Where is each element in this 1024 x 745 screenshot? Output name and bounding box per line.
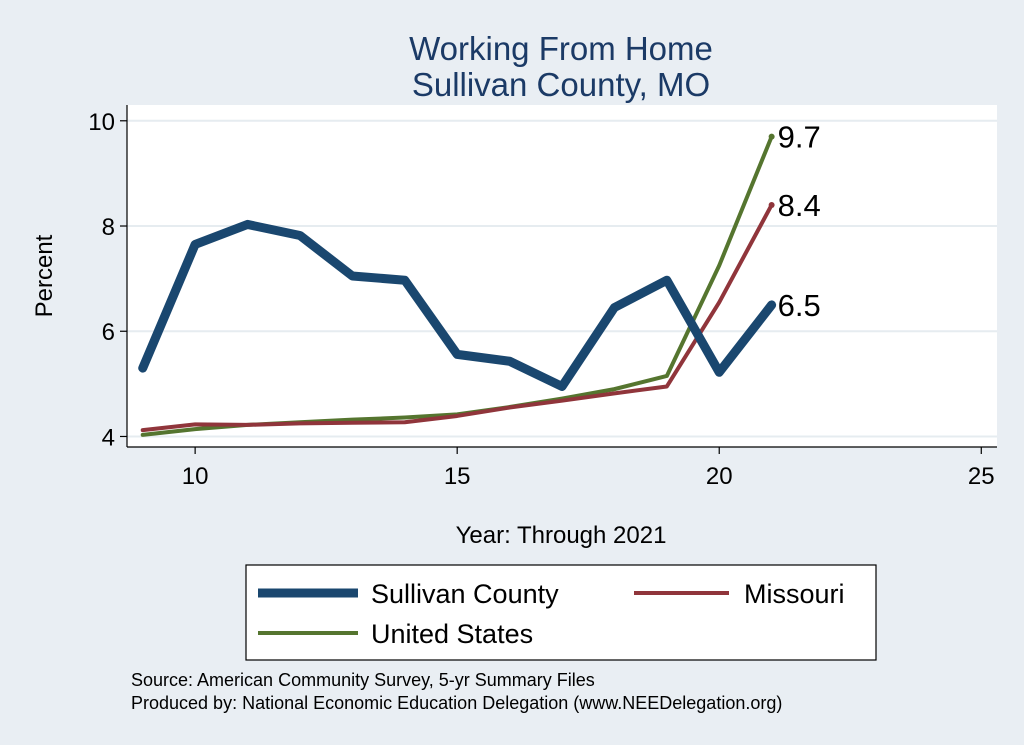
chart-title-line-2: Sullivan County, MO [412, 66, 710, 103]
x-tick-label: 25 [968, 463, 995, 490]
series-lines [138, 133, 777, 437]
axis-ticks: 4 6 8 10 10 15 20 25 [88, 109, 994, 490]
legend-label-missouri: Missouri [744, 579, 845, 609]
x-tick-label: 20 [706, 463, 733, 490]
legend: Sullivan County Missouri United States [258, 579, 845, 649]
series-end-point-sullivan-county [768, 301, 775, 308]
legend-label-sullivan-county: Sullivan County [371, 579, 559, 609]
end-label-united-states: 9.7 [778, 120, 821, 155]
x-axis-title: Year: Through 2021 [456, 522, 667, 549]
produced-by-note: Produced by: National Economic Education… [131, 693, 782, 713]
series-end-point-missouri [768, 201, 775, 208]
x-tick-label: 15 [444, 463, 471, 490]
end-labels: 9.7 8.4 6.5 [778, 120, 821, 323]
y-tick-label: 8 [102, 214, 115, 241]
series-line-sullivan-county [138, 219, 777, 391]
series-line-missouri [140, 202, 774, 433]
y-tick-label: 10 [88, 109, 115, 136]
legend-box [245, 564, 877, 661]
x-tick-label: 10 [182, 463, 209, 490]
source-note: Source: American Community Survey, 5-yr … [131, 670, 595, 690]
y-axis-title: Percent [31, 234, 58, 317]
legend-label-united-states: United States [371, 619, 533, 649]
series-end-point-united-states [768, 133, 775, 140]
chart-title-line-1: Working From Home [409, 30, 713, 67]
y-tick-label: 6 [102, 319, 115, 346]
end-label-sullivan-county: 6.5 [778, 288, 821, 323]
y-tick-label: 4 [102, 424, 115, 451]
end-label-missouri: 8.4 [778, 188, 821, 223]
plot-area [127, 105, 997, 447]
